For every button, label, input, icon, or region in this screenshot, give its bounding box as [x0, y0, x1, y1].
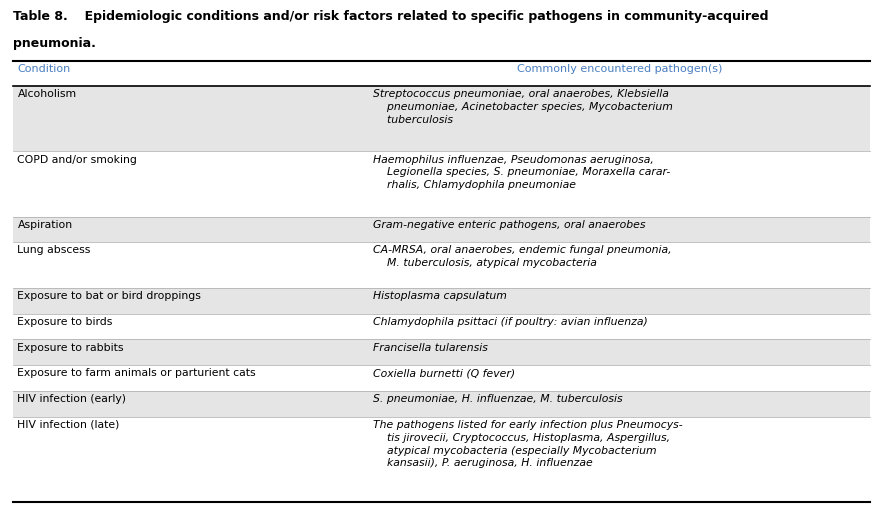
Text: Lung abscess: Lung abscess — [18, 246, 90, 256]
Text: Exposure to rabbits: Exposure to rabbits — [18, 343, 124, 353]
Text: Streptococcus pneumoniae, oral anaerobes, Klebsiella
    pneumoniae, Acinetobact: Streptococcus pneumoniae, oral anaerobes… — [373, 90, 673, 125]
Text: Commonly encountered pathogen(s): Commonly encountered pathogen(s) — [516, 64, 722, 74]
Text: Coxiella burnetti (Q fever): Coxiella burnetti (Q fever) — [373, 368, 515, 378]
Text: Francisella tularensis: Francisella tularensis — [373, 343, 487, 353]
Text: Chlamydophila psittaci (if poultry: avian influenza): Chlamydophila psittaci (if poultry: avia… — [373, 317, 647, 327]
Text: CA-MRSA, oral anaerobes, endemic fungal pneumonia,
    M. tuberculosis, atypical: CA-MRSA, oral anaerobes, endemic fungal … — [373, 246, 671, 268]
Text: Table 8.  Epidemiologic conditions and/or risk factors related to specific patho: Table 8. Epidemiologic conditions and/or… — [13, 11, 767, 23]
Text: Exposure to birds: Exposure to birds — [18, 317, 112, 327]
Text: Haemophilus influenzae, Pseudomonas aeruginosa,
    Legionella species, S. pneum: Haemophilus influenzae, Pseudomonas aeru… — [373, 154, 670, 190]
Text: Histoplasma capsulatum: Histoplasma capsulatum — [373, 291, 507, 301]
Bar — [13, 217, 869, 242]
Text: pneumonia.: pneumonia. — [13, 37, 96, 50]
Text: Gram-negative enteric pathogens, oral anaerobes: Gram-negative enteric pathogens, oral an… — [373, 220, 645, 230]
Text: HIV infection (early): HIV infection (early) — [18, 394, 126, 404]
Bar — [13, 288, 869, 314]
Text: Condition: Condition — [18, 64, 70, 74]
Bar — [13, 391, 869, 417]
Bar — [13, 339, 869, 365]
Text: Aspiration: Aspiration — [18, 220, 73, 230]
Bar — [13, 86, 869, 151]
Text: COPD and/or smoking: COPD and/or smoking — [18, 154, 137, 164]
Text: Alcoholism: Alcoholism — [18, 90, 76, 100]
Text: The pathogens listed for early infection plus Pneumocys-
    tis jirovecii, Cryp: The pathogens listed for early infection… — [373, 420, 682, 469]
Text: S. pneumoniae, H. influenzae, M. tuberculosis: S. pneumoniae, H. influenzae, M. tubercu… — [373, 394, 622, 404]
Text: Exposure to bat or bird droppings: Exposure to bat or bird droppings — [18, 291, 201, 301]
Text: Exposure to farm animals or parturient cats: Exposure to farm animals or parturient c… — [18, 368, 255, 378]
Text: HIV infection (late): HIV infection (late) — [18, 420, 119, 430]
